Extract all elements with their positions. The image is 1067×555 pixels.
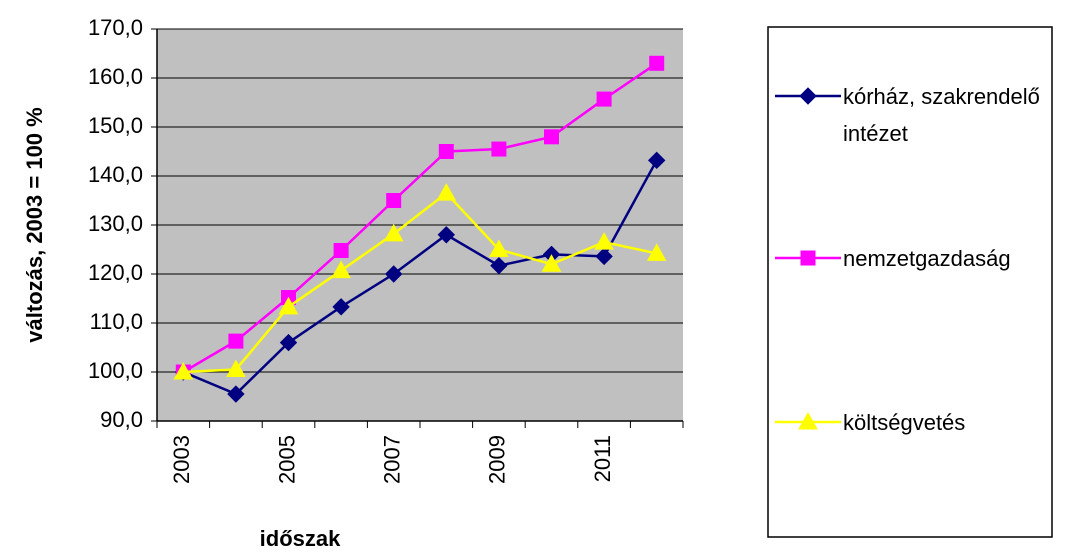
series-line <box>182 159 658 396</box>
x-tick-label: 2007 <box>380 435 405 484</box>
marker <box>490 256 508 275</box>
legend-label: kórház, szakrendelő intézet <box>843 84 1040 146</box>
x-tick-label: 2005 <box>274 435 299 484</box>
marker <box>333 242 349 258</box>
marker <box>386 193 402 208</box>
marker <box>436 183 457 201</box>
y-tick-label: 120,0 <box>88 260 143 285</box>
x-tick-label: 2003 <box>169 435 194 484</box>
y-tick-label: 130,0 <box>88 211 143 236</box>
marker <box>331 260 351 279</box>
legend-label: költségvetés <box>843 410 966 435</box>
marker <box>596 91 612 107</box>
x-tick-label: 2011 <box>590 435 615 482</box>
marker <box>544 129 559 145</box>
marker <box>226 359 246 378</box>
marker <box>228 333 244 349</box>
marker <box>278 296 299 315</box>
y-tick-label: 110,0 <box>90 309 143 334</box>
marker <box>438 144 454 159</box>
legend-label: nemzetgazdaság <box>843 246 1011 271</box>
marker <box>279 333 298 352</box>
x-axis-title: időszak <box>260 526 341 551</box>
y-tick-label: 100,0 <box>88 358 143 383</box>
y-tick-label: 140,0 <box>88 162 143 187</box>
marker <box>799 87 817 105</box>
y-axis-title: változás, 2003 = 100 % <box>22 107 47 342</box>
marker <box>800 250 816 266</box>
marker <box>437 226 456 244</box>
y-tick-label: 90,0 <box>100 407 143 432</box>
marker <box>594 232 614 250</box>
y-tick-label: 150,0 <box>88 113 143 138</box>
marker <box>798 411 818 430</box>
marker <box>173 361 194 380</box>
marker <box>646 243 667 261</box>
marker <box>541 254 562 272</box>
marker <box>332 298 350 316</box>
marker <box>595 247 613 266</box>
marker <box>227 385 245 403</box>
marker <box>383 223 404 242</box>
marker <box>649 55 665 71</box>
legend-box <box>767 26 1053 538</box>
marker <box>489 239 509 257</box>
marker <box>647 151 666 170</box>
marker <box>384 265 403 283</box>
y-tick-label: 160,0 <box>88 64 143 89</box>
series-line <box>183 191 657 374</box>
marker <box>491 141 507 157</box>
x-tick-label: 2009 <box>485 435 510 484</box>
y-tick-label: 170,0 <box>88 15 143 40</box>
series-line <box>182 62 658 374</box>
